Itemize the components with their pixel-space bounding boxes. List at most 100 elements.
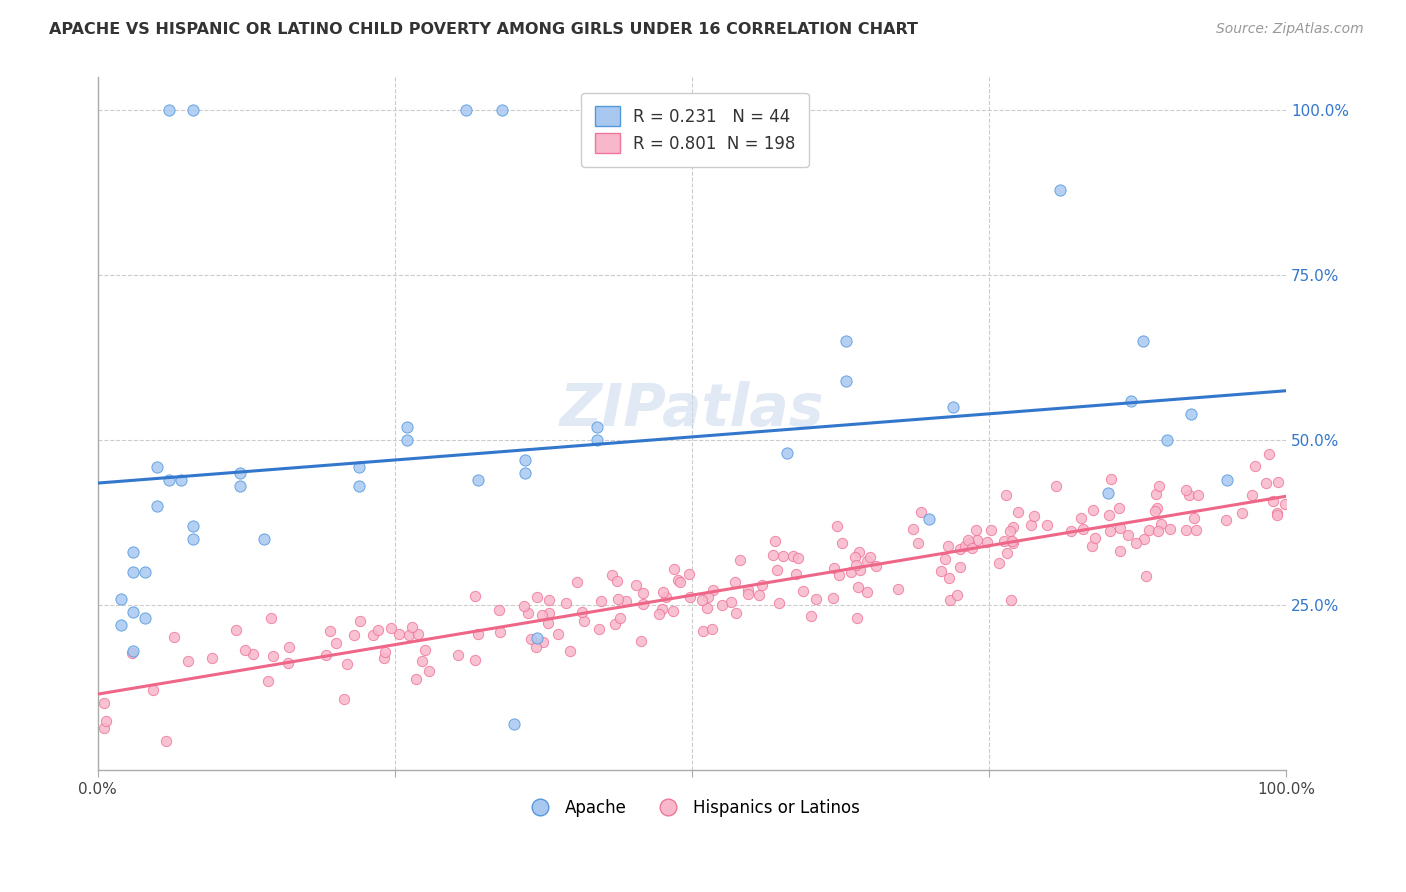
Point	[651, 602, 673, 616]
Point	[1187, 488, 1209, 502]
Point	[835, 374, 858, 388]
Point	[489, 624, 512, 639]
Point	[374, 645, 396, 659]
Point	[367, 624, 389, 638]
Point	[121, 646, 143, 660]
Text: ZIPatlas: ZIPatlas	[560, 382, 824, 438]
Point	[565, 574, 588, 589]
Point	[949, 542, 972, 557]
Point	[827, 519, 849, 533]
Point	[1118, 528, 1140, 542]
Point	[515, 466, 537, 480]
Point	[1002, 536, 1025, 550]
Point	[538, 592, 561, 607]
Point	[554, 596, 576, 610]
Point	[980, 523, 1002, 537]
Point	[603, 616, 626, 631]
Point	[229, 466, 252, 480]
Point	[614, 594, 637, 608]
Point	[965, 524, 987, 538]
Point	[792, 583, 814, 598]
Point	[831, 536, 853, 550]
Point	[995, 546, 1018, 560]
Point	[907, 536, 929, 550]
Point	[373, 651, 395, 665]
Point	[768, 596, 790, 610]
Point	[181, 519, 204, 533]
Point	[855, 554, 877, 568]
Point	[1146, 524, 1168, 538]
Point	[349, 615, 371, 629]
Point	[1137, 523, 1160, 537]
Point	[957, 533, 980, 548]
Point	[242, 648, 264, 662]
Point	[467, 626, 489, 640]
Point	[134, 565, 156, 579]
Point	[633, 586, 655, 600]
Point	[1147, 479, 1170, 493]
Point	[987, 556, 1010, 570]
Point	[724, 575, 747, 590]
Point	[520, 632, 543, 646]
Point	[1257, 447, 1279, 461]
Point	[966, 533, 988, 548]
Point	[692, 593, 714, 607]
Point	[418, 664, 440, 678]
Point	[1159, 522, 1181, 536]
Point	[517, 607, 540, 621]
Point	[678, 566, 700, 581]
Point	[845, 558, 868, 572]
Point	[380, 621, 402, 635]
Point	[1265, 506, 1288, 520]
Point	[502, 716, 524, 731]
Point	[938, 592, 960, 607]
Point	[1135, 569, 1157, 583]
Point	[1132, 334, 1154, 349]
Point	[347, 459, 370, 474]
Point	[257, 674, 280, 689]
Point	[488, 603, 510, 617]
Point	[800, 609, 823, 624]
Point	[1045, 479, 1067, 493]
Point	[142, 682, 165, 697]
Point	[631, 597, 654, 611]
Point	[572, 614, 595, 628]
Point	[454, 103, 477, 118]
Point	[94, 714, 117, 729]
Point	[336, 657, 359, 672]
Point	[901, 522, 924, 536]
Point	[1060, 524, 1083, 538]
Point	[953, 539, 976, 553]
Point	[865, 559, 887, 574]
Point	[785, 566, 807, 581]
Point	[946, 588, 969, 602]
Point	[315, 648, 337, 662]
Point	[976, 535, 998, 549]
Point	[277, 640, 299, 654]
Point	[531, 635, 554, 649]
Point	[751, 578, 773, 592]
Point	[942, 401, 965, 415]
Point	[762, 548, 785, 562]
Point	[201, 651, 224, 665]
Point	[589, 594, 612, 608]
Point	[1182, 511, 1205, 525]
Point	[1144, 504, 1167, 518]
Point	[776, 446, 799, 460]
Point	[491, 103, 513, 118]
Point	[696, 600, 718, 615]
Point	[122, 545, 145, 559]
Point	[748, 588, 770, 602]
Point	[110, 591, 132, 606]
Point	[679, 590, 702, 604]
Point	[858, 550, 880, 565]
Point	[1108, 544, 1130, 558]
Text: Source: ZipAtlas.com: Source: ZipAtlas.com	[1216, 22, 1364, 37]
Point	[464, 590, 486, 604]
Point	[772, 549, 794, 564]
Point	[260, 611, 283, 625]
Point	[737, 586, 759, 600]
Point	[934, 552, 956, 566]
Point	[319, 624, 342, 638]
Point	[702, 622, 724, 636]
